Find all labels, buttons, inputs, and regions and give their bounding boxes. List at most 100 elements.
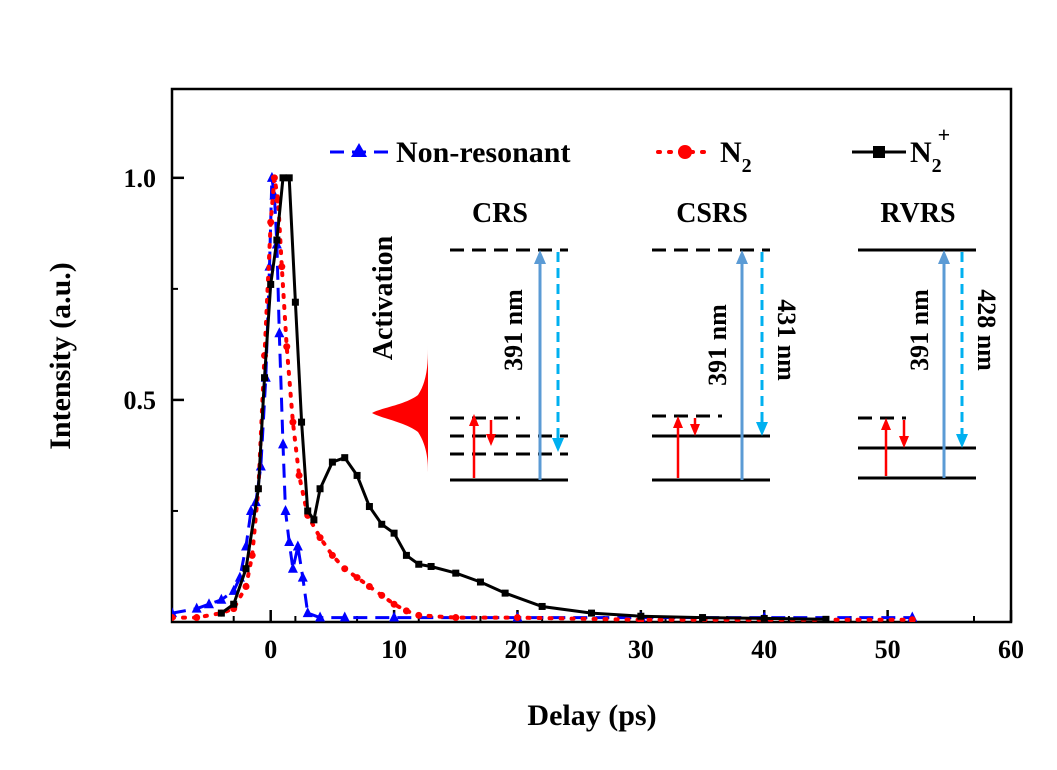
x-axis-title: Delay (ps) (527, 699, 656, 732)
data-point (452, 569, 460, 577)
legend-item-non-resonant: Non-resonant (330, 136, 570, 169)
data-point (267, 218, 275, 226)
rvrs-signal-arrowhead-icon (956, 434, 968, 448)
data-point (365, 582, 373, 590)
data-point (501, 589, 509, 597)
data-point (289, 418, 297, 426)
data-point (216, 593, 227, 604)
inset-title-csrs: CSRS (676, 198, 748, 229)
data-point (284, 536, 295, 547)
x-tick-label: 20 (504, 635, 530, 664)
crs-red-down-arrowhead-icon (486, 434, 496, 446)
data-point (402, 551, 410, 559)
legend-marker-square-icon (873, 146, 885, 158)
data-point (415, 611, 423, 619)
y-tick-label: 0.5 (124, 386, 157, 415)
data-point (822, 615, 830, 622)
data-point (389, 611, 400, 622)
x-tick-label: 10 (381, 635, 407, 664)
data-point (513, 614, 521, 622)
data-point (390, 529, 398, 537)
series-line-2 (220, 176, 826, 621)
csrs-signal-arrowhead-icon (756, 422, 768, 436)
x-tick-label: 50 (875, 635, 901, 664)
data-point (204, 598, 215, 609)
data-point (298, 418, 306, 426)
csrs-signal-label: 431 nm (772, 299, 801, 381)
data-point (287, 562, 298, 573)
data-point (261, 374, 269, 382)
rvrs-pump-arrowhead-icon (938, 250, 950, 264)
data-point (316, 485, 324, 493)
data-point (274, 327, 285, 338)
data-point (378, 520, 386, 528)
legend: Non-resonant N2 N2+ (330, 122, 950, 177)
data-point (402, 607, 410, 615)
crs-pump-label: 391 nm (499, 289, 528, 371)
data-point (285, 174, 293, 182)
data-point (304, 507, 312, 515)
data-point (699, 614, 707, 622)
data-point (415, 560, 423, 568)
y-tick-label: 1.0 (124, 164, 157, 193)
data-point (328, 551, 336, 559)
inset-title-rvrs: RVRS (880, 198, 955, 229)
data-point (908, 616, 916, 622)
data-point (637, 612, 645, 620)
data-point (172, 614, 176, 622)
data-point (217, 609, 225, 617)
crs-pump-arrowhead-icon (534, 250, 546, 264)
data-point (476, 578, 484, 586)
series-line-1 (172, 177, 915, 622)
legend-label-n2-plus: N2+ (910, 122, 950, 177)
data-point (390, 600, 398, 608)
legend-sup-n2-plus: + (938, 122, 951, 147)
x-tick-label: 60 (998, 635, 1024, 664)
data-point (310, 516, 318, 524)
data-point (588, 609, 595, 617)
activation-pulse-shape-icon (372, 345, 428, 472)
data-point (273, 236, 281, 244)
data-point (242, 565, 250, 573)
data-point (452, 614, 460, 622)
data-point (278, 438, 289, 449)
rvrs-pump-label: 391 nm (905, 289, 934, 371)
legend-item-n2-plus: N2+ (852, 122, 950, 177)
y-axis-title: Intensity (a.u.) (44, 262, 77, 450)
y-axis-ticks: 0.5 1.0 (124, 164, 184, 512)
data-point (193, 614, 201, 622)
data-point (228, 584, 239, 595)
data-point (353, 471, 361, 479)
legend-sub-n2-plus: 2 (932, 155, 942, 177)
x-tick-label: 30 (628, 635, 654, 664)
data-point (365, 503, 373, 511)
series-line-0 (172, 177, 913, 620)
csrs-pump-label: 391 nm (703, 304, 732, 386)
csrs-pump-arrowhead-icon (736, 250, 748, 264)
data-point (315, 611, 326, 622)
data-point (297, 571, 308, 582)
data-point (230, 600, 238, 608)
data-point (341, 454, 349, 462)
data-point (538, 602, 546, 610)
csrs-red-down-arrowhead-icon (690, 424, 700, 436)
data-point (267, 280, 275, 288)
data-point (191, 602, 202, 613)
data-point (316, 534, 324, 542)
rvrs-red-down-arrowhead-icon (899, 436, 909, 448)
crs-signal-arrowhead-icon (552, 438, 564, 452)
x-tick-label: 40 (751, 635, 777, 664)
legend-sub-n2: 2 (742, 155, 752, 177)
inset-rvrs: RVRS 391 nm 428 nm (858, 198, 1001, 480)
data-point (291, 298, 299, 306)
data-point (248, 551, 256, 559)
data-point (278, 263, 286, 271)
inset-csrs: CSRS 391 nm 431 nm (652, 198, 801, 482)
inset-crs: CRS 391 nm (450, 198, 568, 482)
data-point (302, 607, 313, 618)
series-2 (217, 174, 830, 622)
data-point (427, 562, 435, 570)
plot-frame (170, 87, 1013, 624)
csrs-red-up-arrowhead-icon (673, 416, 683, 428)
